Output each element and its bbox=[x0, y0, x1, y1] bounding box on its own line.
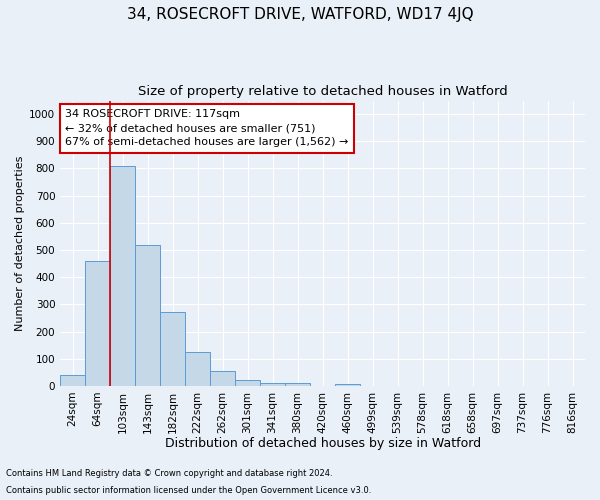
Text: Contains public sector information licensed under the Open Government Licence v3: Contains public sector information licen… bbox=[6, 486, 371, 495]
Y-axis label: Number of detached properties: Number of detached properties bbox=[15, 156, 25, 331]
Bar bbox=[235, 380, 260, 386]
Bar bbox=[60, 375, 85, 386]
Bar bbox=[85, 261, 110, 386]
Bar bbox=[185, 352, 210, 386]
Title: Size of property relative to detached houses in Watford: Size of property relative to detached ho… bbox=[138, 85, 508, 98]
Bar bbox=[160, 312, 185, 386]
Bar bbox=[210, 372, 235, 386]
Text: Contains HM Land Registry data © Crown copyright and database right 2024.: Contains HM Land Registry data © Crown c… bbox=[6, 468, 332, 477]
Bar bbox=[335, 384, 360, 386]
Text: 34, ROSECROFT DRIVE, WATFORD, WD17 4JQ: 34, ROSECROFT DRIVE, WATFORD, WD17 4JQ bbox=[127, 8, 473, 22]
X-axis label: Distribution of detached houses by size in Watford: Distribution of detached houses by size … bbox=[164, 437, 481, 450]
Bar bbox=[110, 166, 135, 386]
Text: 34 ROSECROFT DRIVE: 117sqm
← 32% of detached houses are smaller (751)
67% of sem: 34 ROSECROFT DRIVE: 117sqm ← 32% of deta… bbox=[65, 109, 349, 147]
Bar bbox=[260, 383, 285, 386]
Bar bbox=[135, 244, 160, 386]
Bar bbox=[285, 383, 310, 386]
